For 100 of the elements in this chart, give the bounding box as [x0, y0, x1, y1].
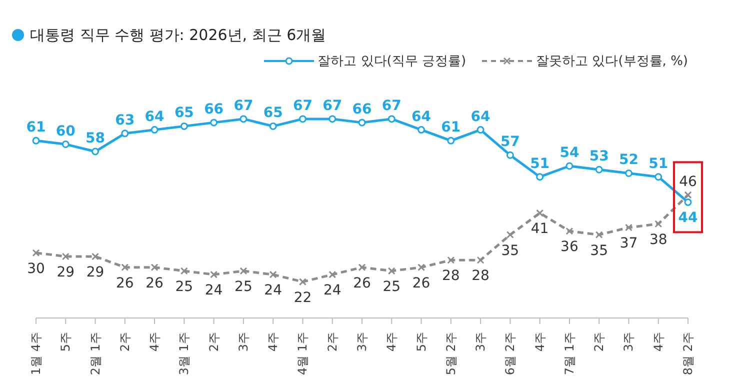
data-label: 61 — [441, 120, 461, 136]
point — [32, 136, 40, 144]
point — [180, 267, 188, 275]
x-tick-label: 4주 — [266, 332, 280, 352]
x-tick-label: 4월 1주 — [296, 332, 310, 376]
x-tick-label: 4주 — [532, 332, 547, 352]
data-label: 30 — [27, 260, 45, 277]
data-label: 60 — [56, 123, 76, 140]
data-label: 64 — [470, 108, 491, 125]
point — [328, 115, 336, 123]
x-tick-label: 2월 1주 — [88, 332, 102, 376]
x-tick-label: 5주 — [58, 332, 73, 352]
data-label: 36 — [560, 239, 578, 256]
x-tick-label: 2주 — [592, 332, 606, 352]
data-label: 38 — [649, 232, 668, 248]
data-label: 67 — [382, 98, 402, 114]
data-label: 25 — [175, 278, 194, 295]
point — [150, 126, 158, 134]
data-label: 26 — [353, 275, 371, 292]
x-tick-label: 7월 1주 — [562, 332, 576, 376]
data-label: 54 — [560, 145, 580, 161]
data-label: 53 — [589, 148, 609, 165]
x-tick-label: 8월 2주 — [681, 332, 695, 376]
point — [566, 162, 574, 170]
point — [536, 173, 544, 181]
x-tick-label: 3주 — [474, 332, 488, 352]
data-label: 51 — [648, 156, 668, 172]
point — [624, 169, 632, 177]
point — [210, 118, 218, 126]
point — [684, 191, 692, 199]
point — [298, 115, 306, 123]
x-tick-label: 4주 — [148, 332, 162, 352]
point — [240, 115, 248, 123]
point — [624, 224, 632, 232]
data-label: 25 — [382, 278, 401, 295]
data-label: 25 — [234, 278, 252, 295]
x-tick-label: 4주 — [384, 332, 399, 352]
data-label: 41 — [530, 221, 549, 238]
data-label: 63 — [115, 112, 135, 128]
data-label: 26 — [146, 275, 164, 292]
data-label: 67 — [292, 98, 312, 114]
point — [150, 264, 158, 272]
point — [121, 264, 129, 272]
x-tick-label: 3주 — [355, 332, 369, 352]
point — [506, 151, 514, 159]
point — [476, 126, 484, 134]
point — [388, 267, 396, 275]
point — [180, 122, 188, 130]
data-label: 65 — [174, 105, 194, 122]
point — [210, 270, 218, 278]
x-tick-label: 3주 — [236, 332, 250, 352]
data-label: 35 — [501, 242, 520, 259]
point — [92, 148, 100, 156]
data-label: 67 — [234, 98, 254, 114]
x-tick-label: 1월 4주 — [29, 332, 43, 376]
data-label: 24 — [323, 282, 342, 299]
point — [358, 264, 366, 272]
point — [566, 227, 574, 235]
data-label: 22 — [294, 290, 312, 306]
chart-title: 대통령 직무 수행 평가: 2026년, 최근 6개월 — [30, 26, 326, 44]
legend-label: 잘하고 있다(직무 긍정률) — [318, 53, 466, 70]
data-label: 67 — [322, 98, 342, 114]
point — [595, 231, 603, 239]
point — [240, 267, 248, 275]
data-label: 52 — [618, 152, 638, 168]
data-label: 64 — [412, 108, 432, 125]
point — [328, 270, 336, 278]
data-label: 51 — [530, 156, 550, 172]
point — [358, 118, 366, 126]
point — [654, 220, 662, 228]
point — [654, 173, 662, 181]
data-label: 61 — [26, 120, 46, 136]
x-tick-label: 2주 — [118, 332, 132, 352]
data-label: 65 — [263, 105, 283, 122]
data-label: 24 — [204, 282, 223, 299]
point — [418, 126, 426, 134]
x-tick-label: 6월 2주 — [503, 332, 518, 376]
x-tick-label: 2주 — [325, 332, 340, 352]
point — [62, 252, 70, 260]
data-label: 29 — [86, 264, 104, 280]
data-label: 26 — [116, 275, 134, 292]
data-label: 28 — [442, 268, 460, 284]
point — [92, 252, 100, 260]
point — [447, 136, 455, 144]
point — [684, 198, 692, 206]
data-label: 66 — [352, 102, 372, 118]
point — [536, 209, 544, 217]
x-tick-label: 5주 — [414, 332, 428, 352]
point — [121, 130, 129, 138]
x-tick-label: 2주 — [206, 332, 221, 352]
point — [62, 140, 70, 148]
data-label: 28 — [472, 268, 490, 284]
data-label: 37 — [620, 236, 638, 252]
data-label: 44 — [678, 210, 698, 226]
x-tick-label: 5월 2주 — [444, 332, 458, 376]
point — [269, 270, 277, 278]
point — [32, 249, 40, 257]
data-label: 57 — [500, 134, 520, 150]
x-tick-label: 3주 — [622, 332, 636, 352]
data-label: 64 — [144, 108, 165, 125]
